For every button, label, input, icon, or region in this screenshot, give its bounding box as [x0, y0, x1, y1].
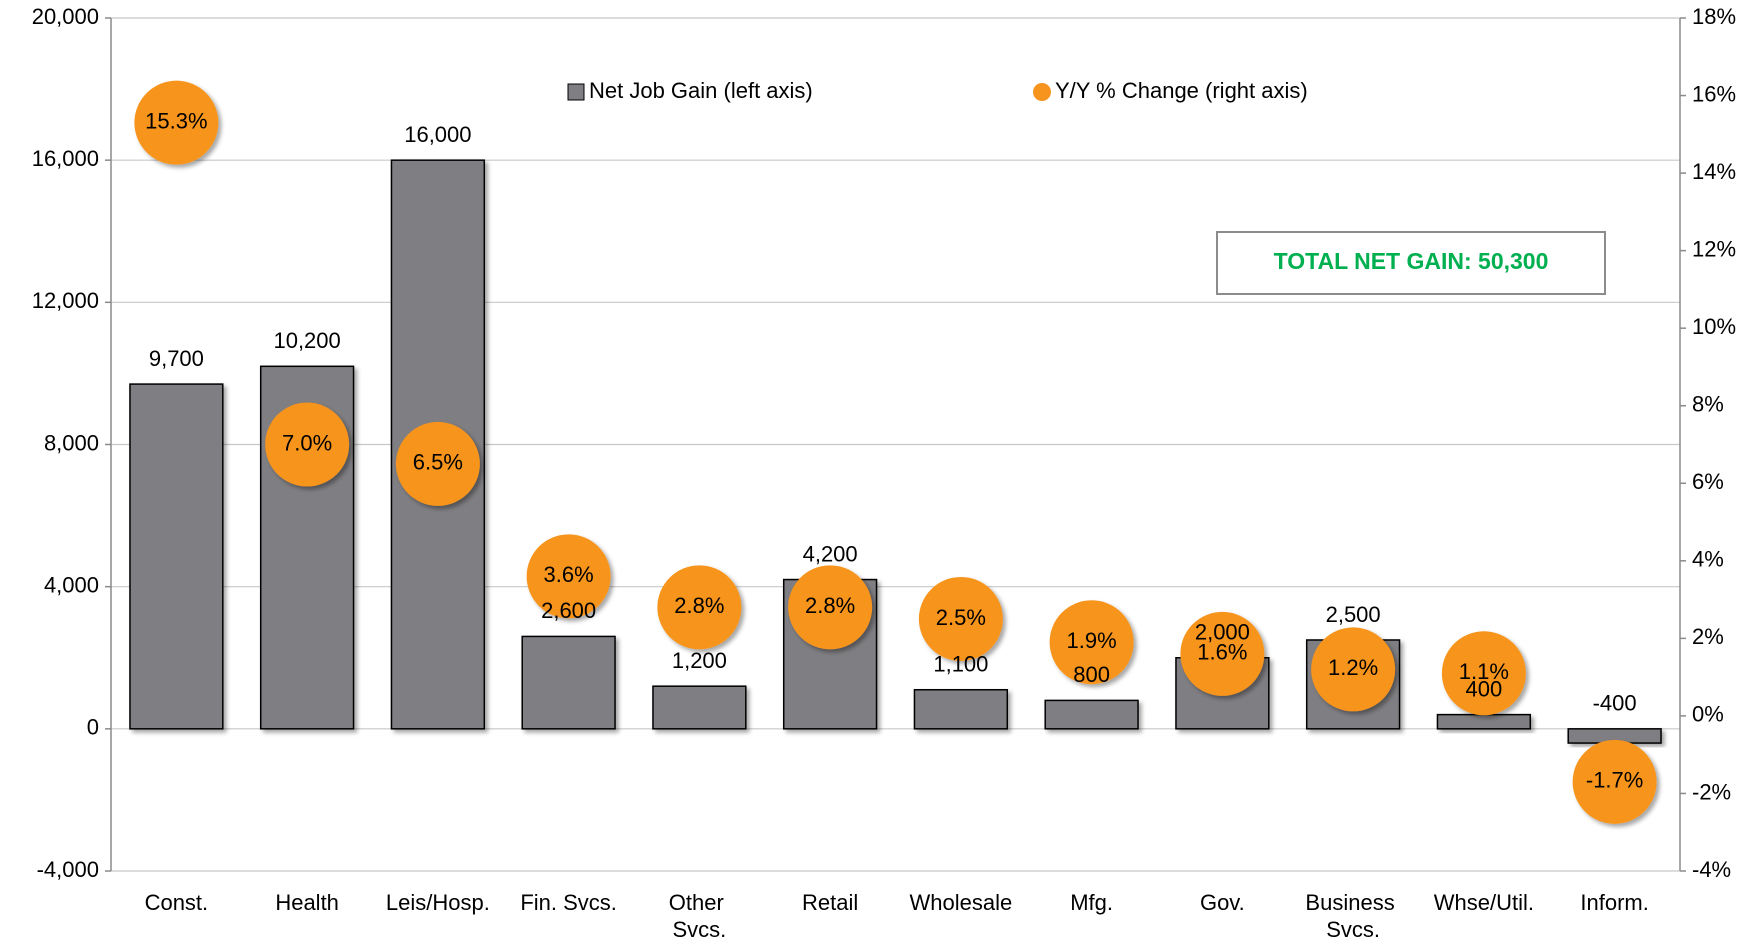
bar	[1044, 699, 1139, 730]
y-tick-label: 0	[87, 715, 99, 740]
dot-label: 1.2%	[1328, 655, 1378, 680]
dot-label: 2.8%	[805, 593, 855, 618]
y-tick-label: 16,000	[32, 146, 99, 171]
annotation-box	[1216, 231, 1606, 295]
x-tick-label: Wholesale	[910, 890, 1013, 915]
bar	[913, 688, 1009, 730]
x-tick-label: Const.	[145, 890, 209, 915]
x-tick-label: Other Svcs.	[669, 890, 730, 942]
dot-label: 2.8%	[674, 593, 724, 618]
dot	[134, 80, 219, 165]
dot	[657, 565, 742, 650]
legend-label: Y/Y % Change (right axis)	[1055, 78, 1308, 103]
dot	[918, 576, 1003, 661]
y-tick-label: 8,000	[44, 430, 99, 455]
dot	[1049, 600, 1134, 685]
data-label: 10,200	[273, 328, 340, 353]
grid	[105, 17, 1686, 872]
y2-tick-label: 14%	[1692, 159, 1736, 184]
annotation: TOTAL NET GAIN: 50,300	[1274, 248, 1549, 274]
y-tick-label: 4,000	[44, 572, 99, 597]
dot-label: 3.6%	[544, 562, 594, 587]
y-tick-label: 12,000	[32, 288, 99, 313]
legend-swatch	[1033, 83, 1051, 101]
dot-label: 7.0%	[282, 430, 332, 455]
bar	[129, 383, 224, 730]
dot	[1311, 627, 1396, 712]
dot-label: 1.6%	[1197, 640, 1247, 665]
x-tick-label: Retail	[802, 890, 858, 915]
dot	[1180, 611, 1265, 696]
bar	[521, 635, 616, 730]
x-tick-label: Whse/Util.	[1434, 890, 1534, 915]
dot	[265, 402, 350, 487]
y2-tick-label: 4%	[1692, 547, 1724, 572]
data-label: 400	[1466, 676, 1503, 701]
data-label: 4,200	[803, 541, 858, 566]
dot-label: 1.1%	[1459, 659, 1509, 684]
y2-tick-label: 0%	[1692, 702, 1724, 727]
data-label: 9,700	[149, 346, 204, 371]
data-label: 1,100	[933, 652, 988, 677]
dots: 15.3% 7.0% 6.5% 3.6% 2.8% 2.8% 2.5% 1.9% 1.6% 1.2…	[134, 80, 1657, 824]
dot	[788, 565, 873, 650]
y2-tick-label: -2%	[1692, 779, 1731, 804]
x-tick-label: Mfg.	[1070, 890, 1113, 915]
y2-tick-label: -4%	[1692, 857, 1731, 882]
labels: -4,000 0 4,000 8,000 12,000 16,000 20,000 -4% -2…	[32, 4, 1736, 942]
dot	[395, 421, 480, 506]
dot-label: 15.3%	[145, 108, 207, 133]
y2-tick-label: 6%	[1692, 469, 1724, 494]
dot-label: 2.5%	[936, 605, 986, 630]
legend-swatch	[567, 83, 585, 101]
y2-tick-label: 2%	[1692, 624, 1724, 649]
dot	[1441, 631, 1526, 716]
x-tick-label: Health	[275, 890, 339, 915]
dot	[526, 534, 611, 619]
data-label: 2,000	[1195, 620, 1250, 645]
data-label: -400	[1593, 691, 1637, 716]
y2-tick-label: 12%	[1692, 236, 1736, 261]
x-tick-label: Gov.	[1200, 890, 1245, 915]
x-tick-label: Business Svcs.	[1305, 890, 1400, 942]
y-tick-label: 20,000	[32, 4, 99, 29]
x-tick-label: Fin. Svcs.	[520, 890, 617, 915]
dot	[1572, 739, 1657, 824]
data-label: 2,500	[1326, 602, 1381, 627]
bar	[1436, 713, 1532, 730]
y2-tick-label: 18%	[1692, 4, 1736, 29]
y2-tick-label: 10%	[1692, 314, 1736, 339]
dot-label: 6.5%	[413, 450, 463, 475]
data-label: 1,200	[672, 648, 727, 673]
x-tick-label: Leis/Hosp.	[386, 890, 490, 915]
x-tick-label: Inform.	[1580, 890, 1648, 915]
legend-label: Net Job Gain (left axis)	[589, 78, 813, 103]
dot-label: 1.9%	[1067, 628, 1117, 653]
data-label: 16,000	[404, 122, 471, 147]
dot-label: -1.7%	[1586, 768, 1643, 793]
y2-tick-label: 8%	[1692, 392, 1724, 417]
y2-tick-label: 16%	[1692, 81, 1736, 106]
data-label: 2,600	[541, 598, 596, 623]
data-label: 800	[1073, 662, 1110, 687]
y-tick-label: -4,000	[37, 857, 99, 882]
bar	[652, 685, 747, 730]
